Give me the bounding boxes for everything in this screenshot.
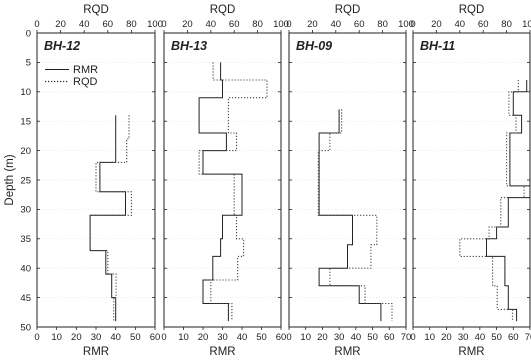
- top-axis-label: RQD: [459, 4, 485, 16]
- bottom-tick-label-20: 20: [71, 332, 82, 343]
- series-rqd-line: [89, 115, 132, 322]
- series-rqd-line: [459, 80, 525, 322]
- bottom-tick-label-0: 0: [161, 332, 166, 343]
- top-tick-label-80: 80: [126, 19, 137, 30]
- y-tick-label-0: 0: [26, 28, 31, 39]
- bottom-tick-label-50: 50: [130, 332, 141, 343]
- panel-bh-11: 0 20 40 60 80 100 RQD 0 10 20 30 40 50 60 70 RMR BH-11: [410, 4, 531, 358]
- bottom-tick-label-20: 20: [198, 332, 209, 343]
- panel-bh-13: 0 20 40 60 80 100 RQD 0 10 20 30 40 50 60 RMR BH-13: [161, 4, 289, 358]
- bottom-tick-label-50: 50: [256, 332, 267, 343]
- y-tick-label-15: 15: [20, 117, 31, 128]
- bottom-tick-label-10: 10: [178, 332, 189, 343]
- bottom-axis-label: RMR: [83, 346, 109, 358]
- y-tick-label-10: 10: [20, 87, 31, 98]
- legend-label-rqd: RQD: [73, 76, 98, 88]
- y-tick-label-50: 50: [20, 322, 31, 333]
- bottom-tick-label-20: 20: [441, 332, 452, 343]
- y-tick-label-40: 40: [20, 264, 31, 275]
- bottom-tick-label-60: 60: [150, 332, 161, 343]
- y-tick-label-5: 5: [26, 58, 31, 69]
- top-tick-label-40: 40: [331, 19, 342, 30]
- y-tick-label-25: 25: [20, 175, 31, 186]
- series-rqd-line: [198, 62, 268, 322]
- top-tick-label-100: 100: [398, 19, 414, 30]
- series-rmr-line: [198, 62, 243, 322]
- panel-title: BH-13: [171, 39, 207, 53]
- top-tick-label-40: 40: [206, 19, 217, 30]
- bottom-tick-label-40: 40: [475, 332, 486, 343]
- top-tick-label-80: 80: [501, 19, 512, 30]
- top-axis-label: RQD: [83, 4, 109, 16]
- series-rqd-line: [317, 109, 393, 322]
- top-tick-label-0: 0: [161, 19, 166, 30]
- top-tick-label-20: 20: [55, 19, 66, 30]
- top-tick-label-80: 80: [377, 19, 388, 30]
- top-axis-label: RQD: [335, 4, 361, 16]
- bottom-tick-label-70: 70: [525, 332, 531, 343]
- top-tick-label-40: 40: [79, 19, 90, 30]
- top-tick-label-100: 100: [522, 19, 531, 30]
- bottom-tick-label-20: 20: [317, 332, 328, 343]
- top-tick-label-0: 0: [286, 19, 291, 30]
- bottom-axis-label: RMR: [334, 346, 360, 358]
- top-tick-label-60: 60: [478, 19, 489, 30]
- panel-title: BH-09: [296, 39, 332, 53]
- bottom-tick-label-10: 10: [300, 332, 311, 343]
- series-rmr-line: [89, 115, 126, 322]
- panel-title: BH-11: [420, 39, 455, 53]
- bottom-tick-label-30: 30: [217, 332, 228, 343]
- top-axis-label: RQD: [210, 4, 236, 16]
- bottom-tick-label-0: 0: [34, 332, 39, 343]
- top-tick-label-0: 0: [410, 19, 415, 30]
- bottom-tick-label-30: 30: [91, 332, 102, 343]
- bottom-tick-label-60: 60: [508, 332, 519, 343]
- bottom-tick-label-40: 40: [110, 332, 121, 343]
- bottom-tick-label-30: 30: [334, 332, 345, 343]
- bottom-tick-label-10: 10: [51, 332, 62, 343]
- y-tick-label-20: 20: [20, 146, 31, 157]
- top-tick-label-40: 40: [455, 19, 466, 30]
- bottom-tick-label-50: 50: [491, 332, 502, 343]
- top-tick-label-60: 60: [103, 19, 114, 30]
- top-tick-label-60: 60: [354, 19, 365, 30]
- y-axis-label: Depth (m): [4, 154, 16, 205]
- bottom-axis-label: RMR: [458, 346, 484, 358]
- top-tick-label-60: 60: [229, 19, 240, 30]
- top-tick-label-20: 20: [431, 19, 442, 30]
- bottom-tick-label-0: 0: [410, 332, 415, 343]
- top-tick-label-100: 100: [147, 19, 163, 30]
- bottom-tick-label-40: 40: [237, 332, 248, 343]
- y-tick-label-45: 45: [20, 293, 31, 304]
- y-tick-label-30: 30: [20, 205, 31, 216]
- legend-label-rmr: RMR: [73, 64, 98, 76]
- bottom-tick-label-50: 50: [367, 332, 378, 343]
- bottom-tick-label-60: 60: [384, 332, 395, 343]
- series-rmr-line: [486, 80, 531, 322]
- top-tick-label-20: 20: [182, 19, 193, 30]
- panel-bh-09: 0 20 40 60 80 100 RQD 0 10 20 30 40 50 60 70 RMR BH-09: [286, 4, 414, 358]
- bottom-tick-label-30: 30: [458, 332, 469, 343]
- top-tick-label-20: 20: [307, 19, 318, 30]
- top-tick-label-100: 100: [273, 19, 289, 30]
- top-tick-label-0: 0: [34, 19, 39, 30]
- bottom-tick-label-10: 10: [424, 332, 435, 343]
- panel-bh-12: 0 20 40 60 80 100 RQD 0 10 20 30 40 50 60 RMR BH-12: [34, 4, 163, 358]
- bottom-tick-label-70: 70: [401, 332, 412, 343]
- bottom-tick-label-0: 0: [286, 332, 291, 343]
- panel-title: BH-12: [44, 39, 80, 53]
- top-tick-label-80: 80: [252, 19, 263, 30]
- bottom-axis-label: RMR: [209, 346, 235, 358]
- bottom-tick-label-40: 40: [351, 332, 362, 343]
- series-rmr-line: [318, 109, 382, 322]
- y-tick-label-35: 35: [20, 234, 31, 245]
- bottom-tick-label-60: 60: [276, 332, 287, 343]
